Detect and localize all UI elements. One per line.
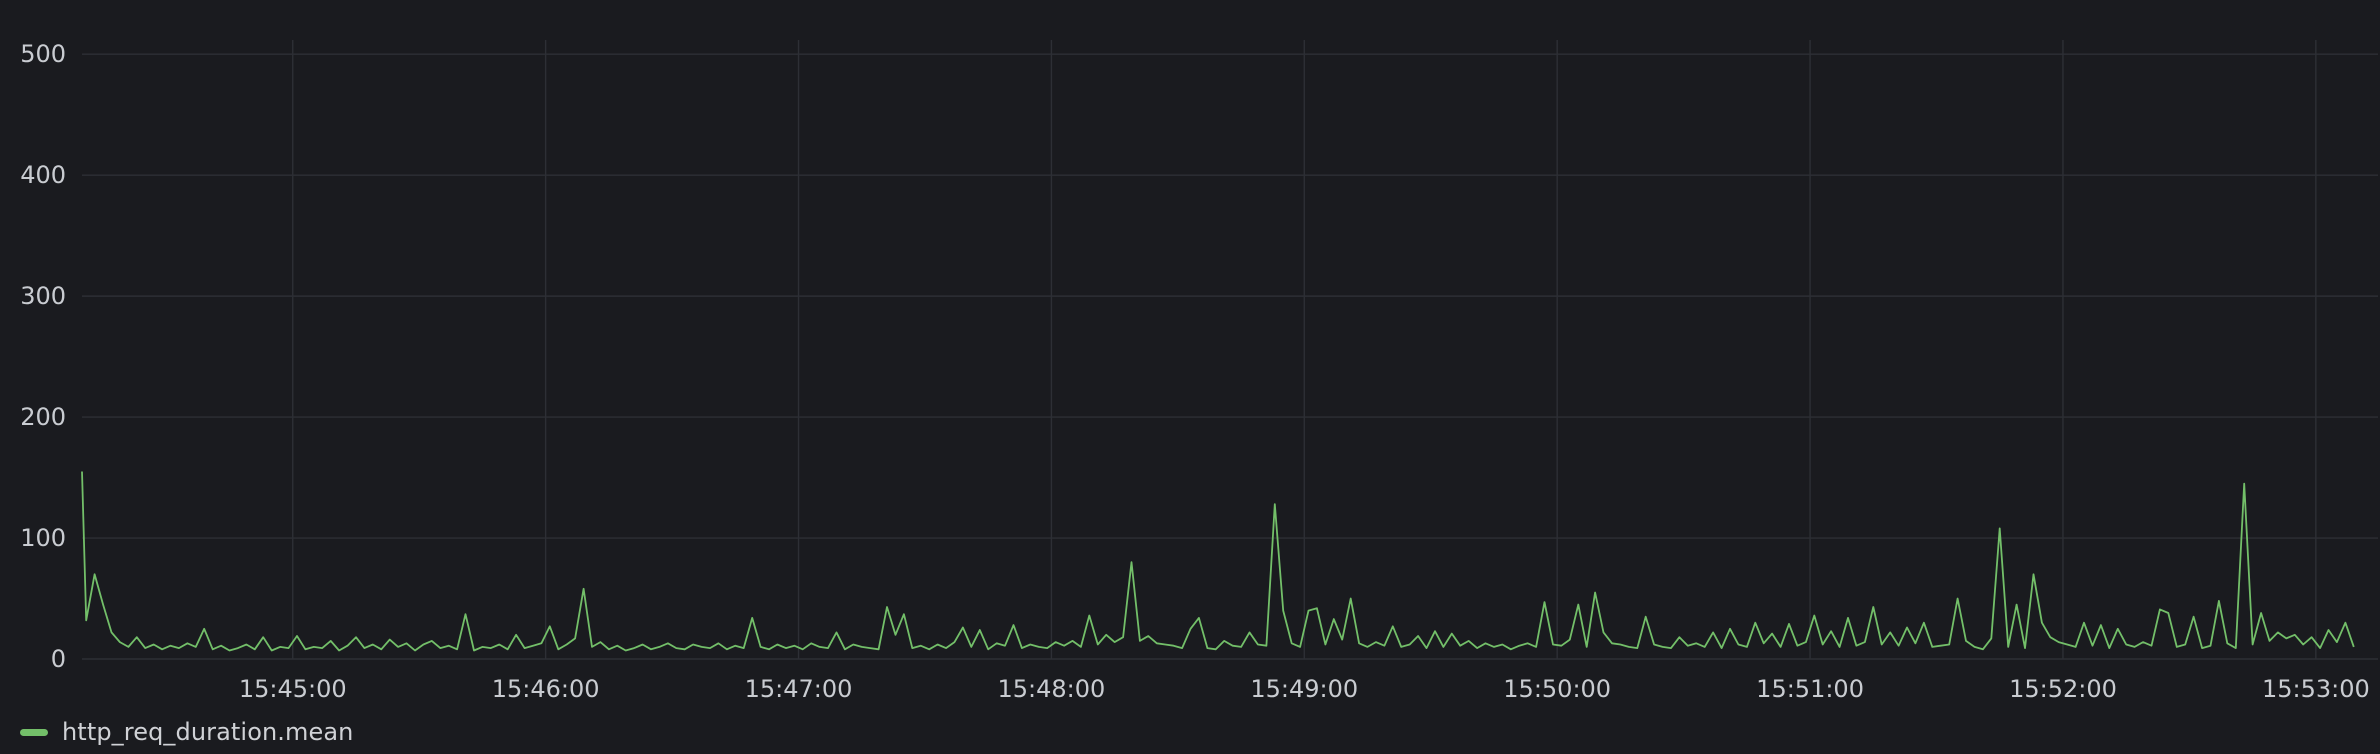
y-tick-label: 300: [20, 282, 66, 310]
x-tick-label: 15:47:00: [745, 675, 853, 703]
y-tick-label: 100: [20, 524, 66, 552]
chart-area[interactable]: 0 100 200 300 400 500 15:45:00 15:46:00 15:47:0…: [0, 0, 2380, 710]
x-tick-label: 15:46:00: [492, 675, 600, 703]
y-tick-label: 400: [20, 161, 66, 189]
series-layer: [81, 471, 2355, 652]
grid-lines: [82, 40, 2378, 660]
legend-label: http_req_duration.mean: [62, 718, 354, 746]
y-tick-label: 500: [20, 40, 66, 68]
x-tick-label: 15:52:00: [2009, 675, 2117, 703]
x-tick-label: 15:50:00: [1503, 675, 1611, 703]
x-tick-label: 15:49:00: [1250, 675, 1358, 703]
x-tick-label: 15:53:00: [2262, 675, 2370, 703]
legend-item[interactable]: http_req_duration.mean: [20, 716, 354, 748]
y-tick-label: 0: [51, 645, 66, 673]
x-tick-label: 15:48:00: [998, 675, 1106, 703]
x-tick-label: 15:51:00: [1756, 675, 1864, 703]
x-axis-ticks: 15:45:00 15:46:00 15:47:00 15:48:00 15:49:00…: [239, 675, 2370, 703]
legend-color-swatch: [20, 728, 48, 736]
y-tick-label: 200: [20, 403, 66, 431]
line-chart[interactable]: 0 100 200 300 400 500 15:45:00 15:46:00 15:47:0…: [0, 0, 2380, 710]
x-tick-label: 15:45:00: [239, 675, 347, 703]
series-line-http-req-duration-mean[interactable]: [81, 471, 2355, 652]
y-axis-ticks: 0 100 200 300 400 500: [20, 40, 66, 673]
